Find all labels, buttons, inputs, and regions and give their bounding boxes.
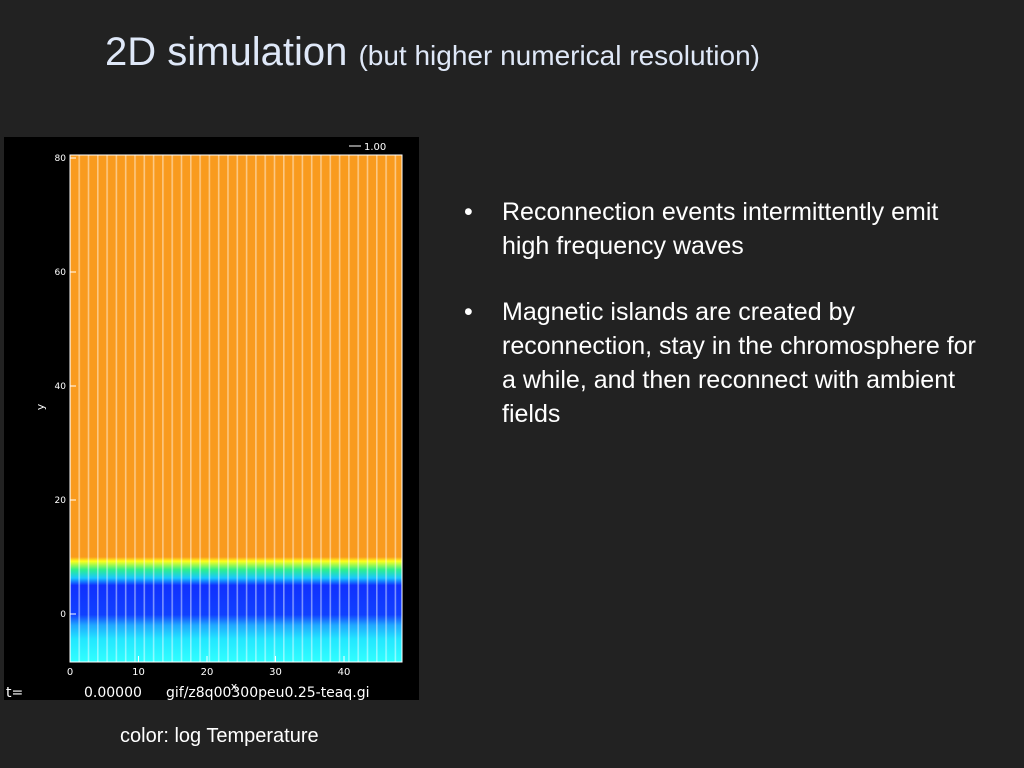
plot-frame [69,154,403,663]
x-tick-label: 20 [201,667,214,678]
x-tick-label: 40 [338,667,351,678]
simulation-figure: 1.00 y x t= 0.00000 gif/z8q00300peu0.25-… [4,137,419,700]
bullet: Reconnection events intermittently emit … [462,195,982,263]
x-axis-label: x [231,680,238,693]
y-tick-label: 20 [55,496,67,506]
y-tick-label: 60 [55,268,67,278]
scale-label: 1.00 [364,142,386,153]
time-value: 0.00000 [84,685,142,700]
title-main: 2D simulation [105,30,348,74]
bullet: Magnetic islands are created by reconnec… [462,295,982,431]
y-axis-label: y [34,403,47,410]
field-lines [70,155,402,662]
slide-title: 2D simulation (but higher numerical reso… [105,30,760,75]
bullet-list: Reconnection events intermittently emit … [462,195,982,463]
time-label: t= [6,685,23,700]
y-tick-label: 0 [60,610,66,620]
y-tick-label: 80 [55,154,67,164]
x-tick-label: 0 [67,667,73,678]
y-tick-label: 40 [55,382,67,392]
title-sub: (but higher numerical resolution) [358,40,760,71]
file-label: gif/z8q00300peu0.25-teaq.gi [166,685,370,700]
x-tick-label: 10 [132,667,145,678]
caption: color: log Temperature [120,725,319,747]
x-tick-label: 30 [269,667,282,678]
